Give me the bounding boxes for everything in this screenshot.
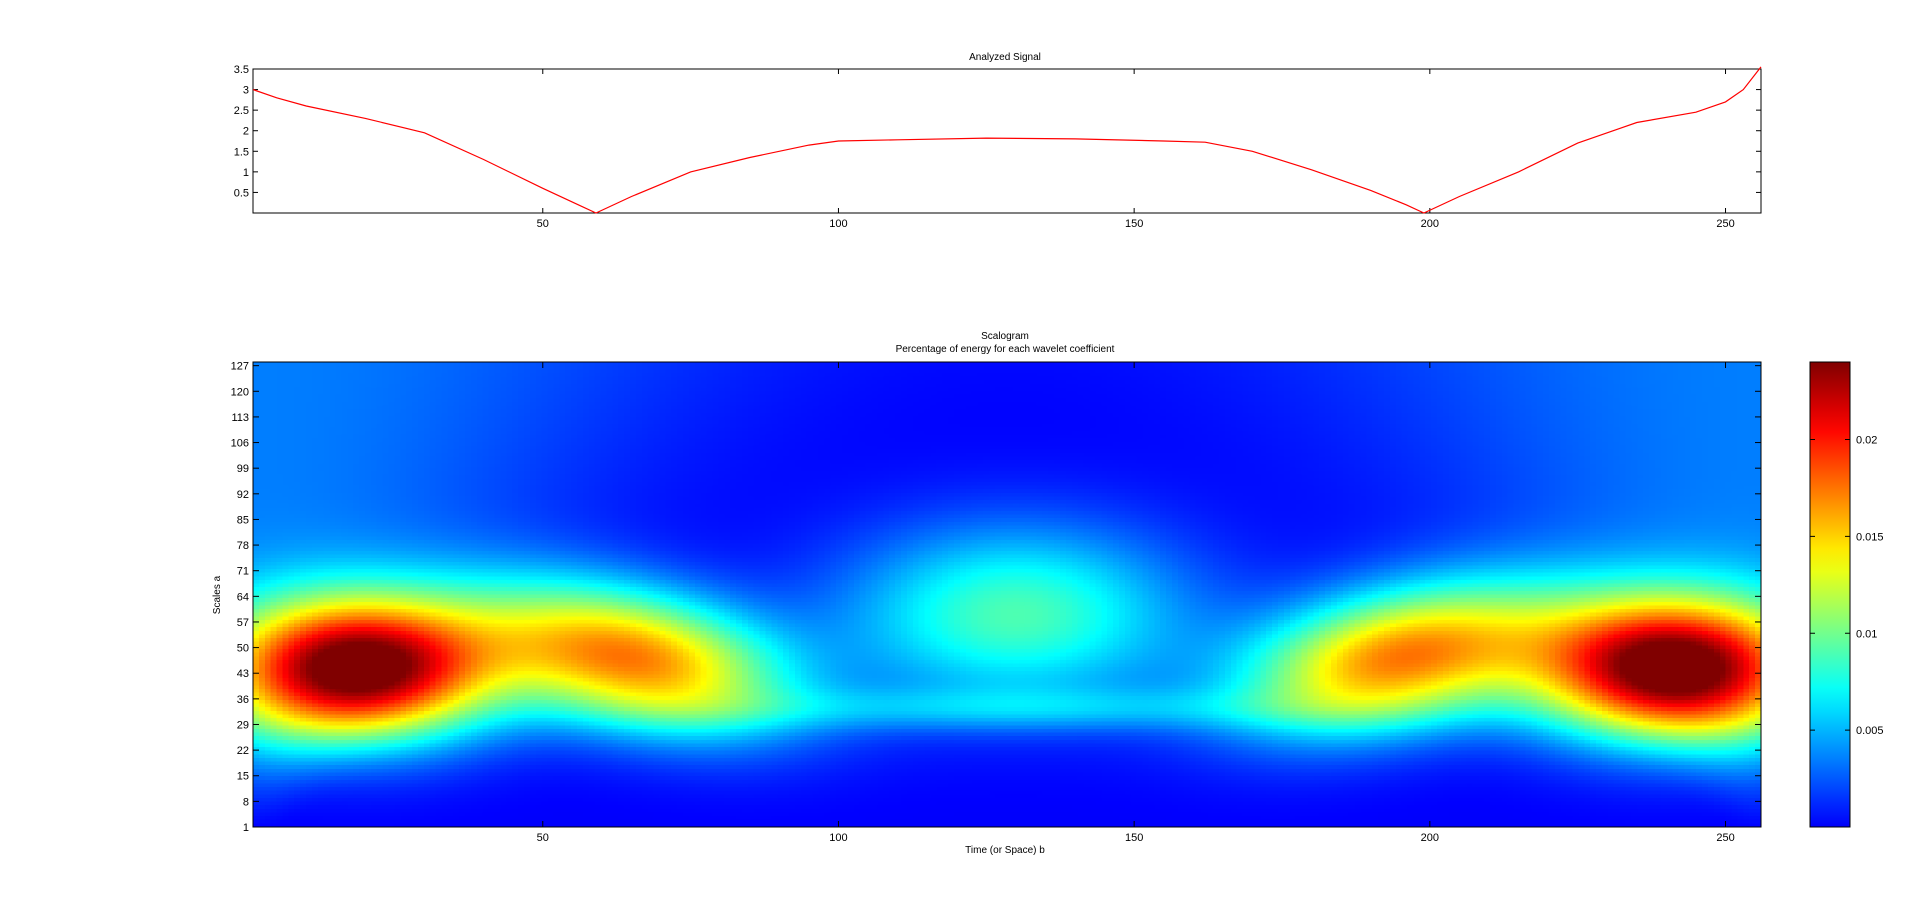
- scalogram-y-tick-label: 106: [231, 438, 249, 450]
- scalogram-plot: Scalogram Percentage of energy for each …: [212, 331, 1762, 856]
- scalogram-y-tick-label: 85: [237, 514, 249, 526]
- signal-x-tick-labels: 50 100 150 200 250: [537, 218, 1735, 230]
- scalogram-y-tick-label: 71: [237, 566, 249, 578]
- signal-axes-box: [252, 68, 1762, 214]
- scalogram-y-tick-label: 15: [237, 771, 249, 783]
- scalogram-x-tick-labels: 50 100 150 200 250: [537, 832, 1735, 844]
- scalogram-x-tick-label: 200: [1421, 832, 1439, 844]
- signal-y-tick-label: 2: [243, 126, 249, 138]
- colorbar-gradient: [1810, 362, 1850, 827]
- scalogram-y-tick-label: 8: [243, 796, 249, 808]
- scalogram-y-tick-label: 113: [231, 412, 249, 424]
- signal-ticks: [253, 68, 1761, 213]
- signal-y-tick-label: 2.5: [234, 105, 249, 117]
- scalogram-x-tick-label: 150: [1125, 832, 1143, 844]
- signal-plot-title: Analyzed Signal: [969, 52, 1041, 63]
- scalogram-y-tick-label: 64: [237, 591, 249, 603]
- scalogram-axes-box: [252, 361, 1762, 828]
- colorbar-ticks: 0.005 0.01 0.015 0.02: [1810, 435, 1884, 737]
- scalogram-x-tick-label: 250: [1716, 832, 1734, 844]
- scalogram-y-tick-label: 120: [231, 386, 249, 398]
- scalogram-x-axis-label: Time (or Space) b: [965, 845, 1045, 856]
- signal-y-tick-labels: 0.5 1 1.5 2 2.5 3 3.5: [234, 64, 249, 199]
- signal-x-tick-label: 150: [1125, 218, 1143, 230]
- signal-x-tick-label: 200: [1421, 218, 1439, 230]
- scalogram-x-tick-label: 50: [537, 832, 549, 844]
- scalogram-y-tick-label: 78: [237, 540, 249, 552]
- signal-x-tick-label: 50: [537, 218, 549, 230]
- scalogram-y-tick-label: 36: [237, 694, 249, 706]
- colorbar-tick-label: 0.005: [1856, 725, 1884, 737]
- colorbar-tick-label: 0.02: [1856, 435, 1877, 447]
- scalogram-y-tick-label: 29: [237, 719, 249, 731]
- signal-plot: Analyzed Signal 50 100 150 200 250 0.5 1 1.5 2 2…: [234, 52, 1762, 230]
- scalogram-y-tick-label: 99: [237, 463, 249, 475]
- colorbar-tick-label: 0.01: [1856, 628, 1877, 640]
- signal-y-tick-label: 3: [243, 85, 249, 97]
- scalogram-x-tick-label: 100: [829, 832, 847, 844]
- signal-y-tick-label: 1: [243, 167, 249, 179]
- scalogram-title: Scalogram: [981, 331, 1029, 342]
- colorbar-tick-label: 0.015: [1856, 531, 1884, 543]
- scalogram-subtitle: Percentage of energy for each wavelet co…: [896, 344, 1115, 355]
- scalogram-y-tick-label: 127: [231, 361, 249, 373]
- colorbar-box: [1809, 361, 1851, 828]
- scalogram-y-tick-label: 92: [237, 489, 249, 501]
- signal-y-tick-label: 1.5: [234, 146, 249, 158]
- scalogram-y-tick-label: 50: [237, 643, 249, 655]
- scalogram-y-tick-labels: 1 8 15 22 29 36 43 50 57 64 71 78 85 92 99 106 113 120 127: [231, 361, 249, 834]
- signal-y-tick-label: 0.5: [234, 187, 249, 199]
- signal-x-tick-label: 100: [829, 218, 847, 230]
- scalogram-y-tick-label: 43: [237, 668, 249, 680]
- signal-series-line: [252, 66, 1762, 214]
- scalogram-y-tick-label: 57: [237, 617, 249, 629]
- scalogram-y-tick-label: 1: [243, 822, 249, 834]
- scalogram-y-tick-label: 22: [237, 745, 249, 757]
- signal-y-tick-label: 3.5: [234, 64, 249, 76]
- signal-x-tick-label: 250: [1716, 218, 1734, 230]
- colorbar: 0.005 0.01 0.015 0.02: [1809, 361, 1884, 828]
- scalogram-heatmap: [253, 362, 1761, 827]
- scalogram-ticks: [253, 362, 1761, 828]
- scalogram-y-axis-label: Scales a: [212, 575, 223, 614]
